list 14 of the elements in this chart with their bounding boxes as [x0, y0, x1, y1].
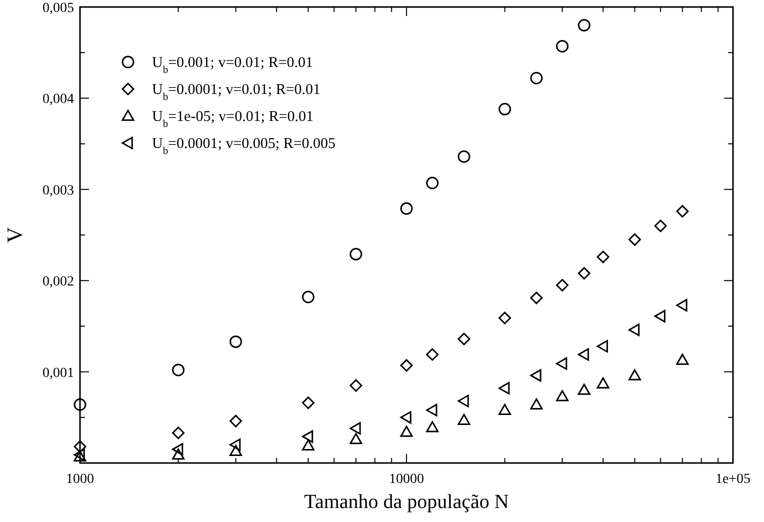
x-tick-label: 1000	[66, 472, 94, 487]
y-tick-label: 0,003	[42, 183, 74, 198]
y-tick-label: 0,005	[42, 1, 74, 16]
y-tick-label: 0,004	[42, 92, 74, 108]
legend-label: U$_{b}$=1e-05; v=0.01; R=0.01	[152, 109, 314, 130]
x-tick-label: 10000	[389, 472, 424, 487]
x-axis-title: Tamanho da população N	[304, 491, 509, 513]
y-tick-label: 0,002	[42, 274, 74, 290]
legend-label: U$_{b}$=0.0001; v=0.005; R=0.005	[152, 136, 336, 156]
legend-label: U$_{b}$=0.001; v=0.01; R=0.01	[152, 55, 314, 76]
y-tick-label: 0,001	[42, 366, 74, 381]
y-axis-title: V	[2, 226, 27, 243]
legend-label: U$_{b}$=0.0001; v=0.01; R=0.01	[152, 82, 321, 102]
x-tick-label: 1e+05	[715, 472, 751, 487]
